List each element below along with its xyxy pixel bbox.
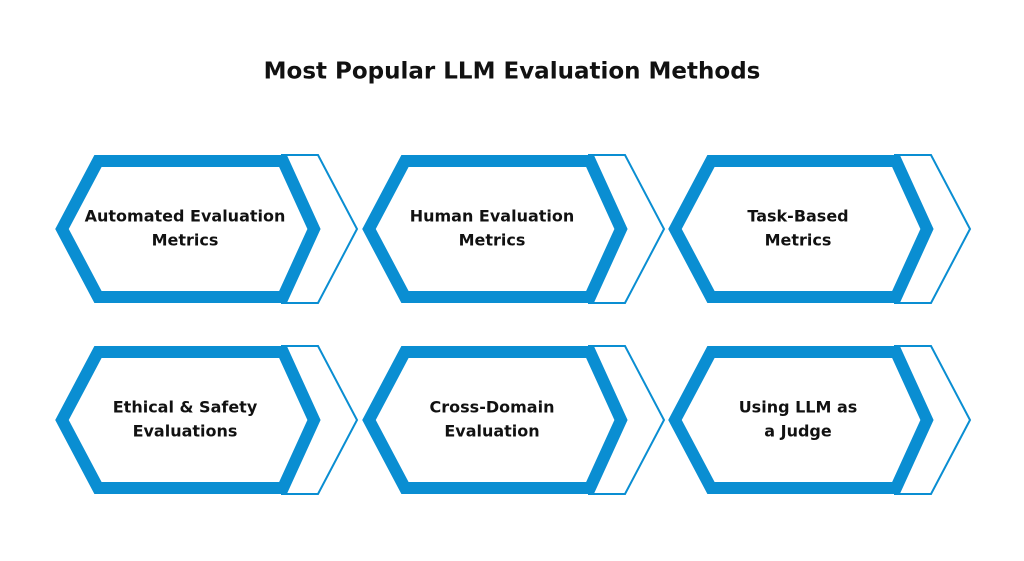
item-label: Evaluations: [133, 422, 238, 441]
item-label: Metrics: [765, 231, 832, 250]
item-label: Automated Evaluation: [85, 207, 286, 226]
item-label: Task-Based: [747, 207, 848, 226]
item-label: Using LLM as: [739, 398, 858, 417]
item-label: Metrics: [459, 231, 526, 250]
chevron-outline: [588, 154, 666, 304]
hexagon: [362, 155, 628, 303]
item-label: a Judge: [764, 422, 832, 441]
chevron-outline: [281, 154, 359, 304]
item-label: Cross-Domain: [430, 398, 555, 417]
title: Most Popular LLM Evaluation Methods: [264, 59, 761, 85]
chevron-outline: [281, 345, 359, 495]
hexagon: [55, 155, 321, 303]
item-label: Ethical & Safety: [113, 398, 258, 417]
hexagon: [362, 346, 628, 494]
item-label: Metrics: [152, 231, 219, 250]
hexagon: [55, 346, 321, 494]
item-label: Human Evaluation: [410, 207, 575, 226]
chevron-outline: [894, 154, 972, 304]
chevron-outline: [894, 345, 972, 495]
item-label: Evaluation: [444, 422, 539, 441]
chevron-outline: [588, 345, 666, 495]
hexagon: [668, 346, 934, 494]
hexagon: [668, 155, 934, 303]
